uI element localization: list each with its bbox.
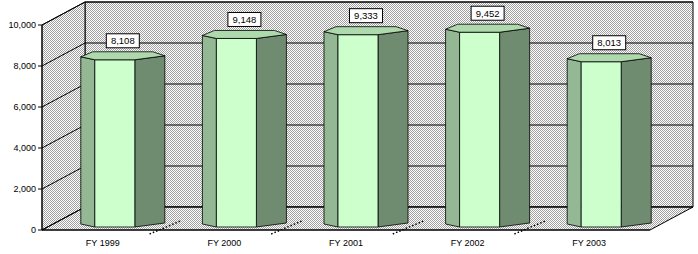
category-label: FY 2003: [572, 238, 606, 248]
data-label-box: [228, 12, 261, 26]
y-axis: [42, 25, 43, 230]
data-label-box: [471, 6, 504, 20]
bar-front: [581, 62, 621, 227]
tick-label: 0: [31, 225, 36, 235]
bar: [202, 30, 286, 227]
x-axis: [42, 230, 650, 231]
bar-front: [216, 38, 256, 227]
data-label-box: [106, 34, 139, 48]
tick-mark: [38, 230, 42, 231]
bar-top: [446, 24, 530, 32]
category-label: FY 2000: [207, 238, 241, 248]
bar-front: [95, 60, 135, 227]
category-label: FY 1999: [86, 238, 120, 248]
bar-left-face: [202, 35, 216, 227]
bar-left-face: [567, 59, 581, 227]
data-label: 8,013: [597, 37, 621, 48]
tick-mark: [38, 66, 42, 67]
bar-right-face: [378, 31, 408, 227]
grid-line: [42, 2, 693, 25]
data-label: 8,108: [111, 35, 135, 46]
data-label: 9,148: [233, 14, 257, 25]
bar: [324, 27, 408, 227]
bar-top: [567, 54, 651, 62]
bar-right-face: [621, 58, 651, 227]
tick-label: 4,000: [13, 143, 36, 153]
bar: [446, 24, 530, 227]
category-label: FY 2001: [329, 238, 363, 248]
data-label-box: [593, 36, 626, 50]
tick-mark: [38, 148, 42, 149]
data-label-box: [350, 9, 383, 23]
tick-mark: [38, 25, 42, 26]
labels: 8,108 FY 1999 9,148 FY 2000 9,333 FY 2001 9,45…: [86, 6, 626, 248]
tick-label: 6,000: [13, 102, 36, 112]
chart: 0 2,000 4,000 6,000 8,000 10,000 8,108 FY 1999 9…: [0, 0, 698, 254]
bar-right-face: [135, 56, 165, 227]
tick-label: 2,000: [13, 184, 36, 194]
bars: [81, 24, 651, 227]
category-label: FY 2002: [451, 238, 485, 248]
bar-top: [324, 27, 408, 35]
tick-mark: [38, 189, 42, 190]
bar-top: [81, 52, 165, 60]
bar-top: [202, 30, 286, 38]
data-label: 9,333: [354, 10, 378, 21]
tick-label: 10,000: [8, 20, 36, 30]
tick-label: 8,000: [13, 61, 36, 71]
bar: [567, 54, 651, 227]
bar-front: [338, 35, 378, 227]
bar-front: [460, 32, 500, 227]
side-wall: [42, 2, 85, 230]
data-label: 9,452: [476, 8, 500, 19]
tick-mark: [38, 107, 42, 108]
bar-left-face: [81, 57, 95, 227]
bar-right-face: [256, 34, 286, 227]
bar-left-face: [446, 29, 460, 227]
bar: [81, 52, 165, 227]
bar-left-face: [324, 32, 338, 227]
bar-right-face: [500, 28, 530, 227]
